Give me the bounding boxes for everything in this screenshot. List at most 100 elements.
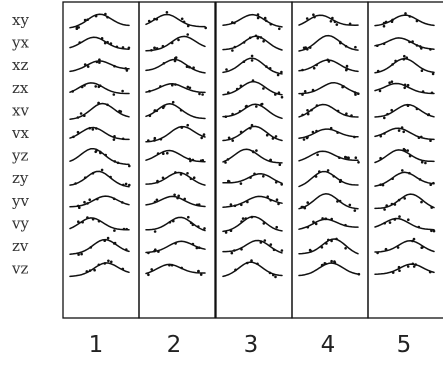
data-point: [199, 159, 203, 162]
data-point: [411, 239, 414, 243]
data-point: [353, 209, 357, 212]
data-point: [314, 174, 318, 178]
data-point: [75, 27, 79, 31]
data-point: [415, 19, 419, 23]
data-point: [252, 150, 255, 154]
curve-zv-5: [374, 239, 435, 253]
data-point: [269, 22, 273, 26]
data-point: [86, 202, 89, 205]
data-point: [199, 273, 203, 276]
data-point: [263, 16, 267, 20]
data-point: [420, 47, 423, 50]
curve-xv-4: [298, 103, 359, 118]
data-point: [333, 260, 336, 263]
data-point: [345, 64, 349, 68]
data-point: [430, 91, 434, 95]
data-point: [403, 86, 407, 90]
data-point: [230, 251, 234, 255]
data-point: [104, 153, 107, 157]
data-point: [333, 20, 337, 24]
data-point: [81, 220, 84, 224]
data-point: [301, 93, 304, 96]
data-point: [330, 239, 333, 243]
data-point: [83, 176, 87, 179]
data-point: [315, 104, 319, 107]
data-point: [249, 127, 252, 130]
data-point: [204, 26, 207, 30]
data-point: [397, 198, 401, 202]
data-point: [430, 206, 434, 209]
data-point: [86, 18, 89, 22]
data-point: [312, 66, 316, 70]
data-point: [74, 182, 77, 185]
data-point: [277, 202, 280, 206]
data-point: [97, 219, 101, 223]
column-label-3: 3: [244, 332, 259, 358]
row-label-vx: vx: [11, 124, 29, 142]
data-point: [173, 59, 177, 63]
data-point: [113, 64, 116, 68]
row-label-zy: zy: [12, 169, 29, 187]
data-point: [83, 114, 86, 117]
data-point: [161, 44, 165, 48]
data-point: [383, 116, 386, 120]
data-point: [161, 176, 165, 180]
data-point: [106, 103, 109, 107]
data-point: [344, 45, 348, 48]
data-point: [376, 251, 379, 255]
data-point: [348, 203, 352, 207]
data-point: [121, 137, 125, 141]
data-point: [429, 139, 432, 142]
data-point: [94, 14, 98, 18]
data-point: [185, 65, 189, 68]
data-point: [417, 136, 421, 139]
data-point: [278, 163, 282, 166]
curve-vz-3: [222, 261, 283, 278]
data-point: [406, 83, 410, 87]
data-point: [191, 223, 195, 227]
data-point: [147, 273, 150, 277]
data-point: [329, 20, 333, 23]
data-point: [188, 65, 191, 69]
data-point: [122, 227, 126, 231]
data-point: [159, 85, 162, 88]
data-point: [426, 113, 430, 117]
data-point: [339, 180, 342, 183]
data-point: [97, 263, 101, 267]
data-point: [83, 84, 86, 87]
data-point: [98, 58, 101, 61]
row-label-xz: xz: [12, 56, 28, 74]
data-point: [246, 200, 249, 204]
panel-frame: [138, 1, 216, 319]
data-point: [95, 60, 99, 64]
data-point: [98, 61, 101, 64]
data-point: [382, 42, 386, 46]
data-point: [100, 168, 104, 172]
data-point: [420, 135, 423, 139]
data-point: [91, 217, 95, 221]
data-point: [224, 231, 228, 234]
data-point: [301, 68, 304, 72]
data-point: [124, 67, 127, 70]
panel-3: [215, 1, 293, 319]
data-point: [125, 248, 128, 251]
data-point: [183, 197, 186, 201]
data-point: [250, 123, 254, 127]
data-point: [256, 13, 260, 16]
data-point: [203, 227, 206, 230]
data-point: [103, 262, 107, 265]
data-point: [112, 197, 116, 201]
data-point: [256, 262, 259, 266]
data-point: [376, 69, 380, 73]
data-point: [162, 62, 166, 65]
data-point: [103, 239, 106, 242]
data-point: [329, 126, 333, 130]
data-point: [381, 183, 385, 187]
data-point: [421, 90, 425, 93]
data-point: [239, 182, 243, 185]
data-point: [77, 220, 80, 223]
data-point: [312, 13, 315, 16]
curve-zy-2: [145, 171, 206, 186]
data-point: [77, 253, 80, 256]
